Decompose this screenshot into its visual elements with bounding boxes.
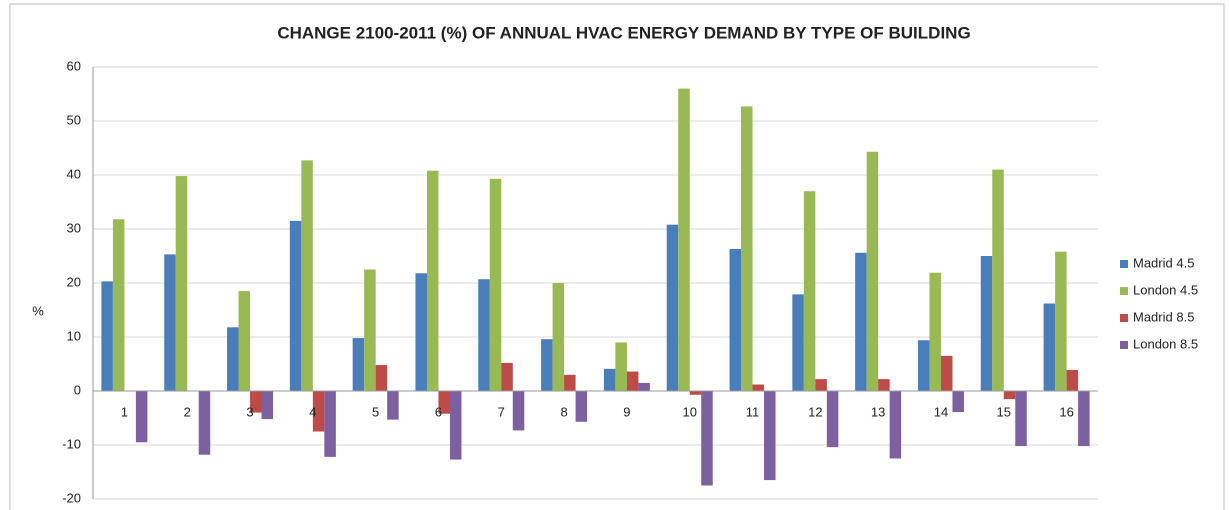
bar xyxy=(575,391,588,422)
legend-label: Madrid 8.5 xyxy=(1133,309,1194,324)
legend-label: London 4.5 xyxy=(1133,282,1198,297)
bar xyxy=(803,191,816,391)
bar xyxy=(324,391,336,457)
bar xyxy=(889,391,902,459)
bar xyxy=(438,391,450,414)
bar xyxy=(250,391,262,413)
y-tick-label: 50 xyxy=(67,112,81,127)
legend-swatch xyxy=(1120,314,1128,322)
x-tick-label: 6 xyxy=(435,404,442,419)
x-tick-label: 8 xyxy=(560,404,567,419)
y-tick-label: -10 xyxy=(62,436,81,451)
bar xyxy=(1003,391,1016,400)
bar xyxy=(826,391,839,448)
bar xyxy=(752,384,765,391)
bar xyxy=(940,355,953,391)
bar xyxy=(489,178,502,391)
bar xyxy=(952,391,964,413)
bar xyxy=(929,272,941,391)
x-tick-label: 13 xyxy=(871,404,885,419)
x-tick-label: 15 xyxy=(997,404,1011,419)
bar xyxy=(1015,391,1027,447)
bar xyxy=(135,391,148,443)
bar xyxy=(815,379,827,391)
bar xyxy=(364,269,376,391)
x-tick-label: 9 xyxy=(623,404,630,419)
bar xyxy=(564,374,576,391)
bar xyxy=(164,254,176,391)
bar xyxy=(198,391,211,455)
bar xyxy=(866,151,879,391)
bar xyxy=(352,338,365,391)
bar xyxy=(449,391,462,460)
bar xyxy=(238,291,251,391)
bar xyxy=(552,283,565,391)
bar xyxy=(603,368,616,391)
bar xyxy=(729,248,742,391)
bar xyxy=(101,281,113,391)
bar xyxy=(261,391,274,420)
x-tick-label: 2 xyxy=(184,404,191,419)
bar xyxy=(387,391,399,420)
bar xyxy=(501,362,513,391)
y-axis-label: % xyxy=(32,303,44,318)
bar xyxy=(764,391,776,481)
bar xyxy=(1066,369,1079,391)
bar xyxy=(512,391,525,431)
x-tick-label: 4 xyxy=(309,404,316,419)
bar xyxy=(626,371,639,391)
x-tick-label: 3 xyxy=(246,404,253,419)
y-tick-label: 0 xyxy=(74,382,81,397)
bar xyxy=(227,327,239,391)
y-tick-label: 30 xyxy=(67,220,81,235)
x-tick-label: 7 xyxy=(498,404,505,419)
bar xyxy=(917,340,930,391)
y-tick-label: 60 xyxy=(67,58,81,73)
bar xyxy=(878,379,890,391)
chart-border xyxy=(9,3,1225,510)
bar xyxy=(301,160,313,391)
x-tick-label: 11 xyxy=(746,404,760,419)
x-tick-label: 14 xyxy=(934,404,948,419)
y-tick-label: 40 xyxy=(67,166,81,181)
bar xyxy=(980,256,993,391)
bar xyxy=(478,279,490,391)
x-tick-label: 1 xyxy=(121,404,128,419)
bar xyxy=(678,88,690,391)
x-tick-label: 12 xyxy=(808,404,822,419)
x-tick-label: 16 xyxy=(1059,404,1073,419)
legend-label: London 8.5 xyxy=(1133,336,1198,351)
bar xyxy=(666,224,679,391)
bar xyxy=(701,391,713,486)
bar xyxy=(741,106,753,392)
bar xyxy=(415,273,427,391)
bar xyxy=(289,220,302,391)
y-tick-label: 20 xyxy=(67,274,81,289)
chart-title: CHANGE 2100-2011 (%) OF ANNUAL HVAC ENER… xyxy=(277,23,970,42)
bar xyxy=(1055,251,1067,391)
legend-label: Madrid 4.5 xyxy=(1133,255,1194,270)
bar xyxy=(1078,391,1090,447)
bar xyxy=(638,382,650,391)
bar xyxy=(855,252,867,391)
bar xyxy=(689,391,702,395)
legend-swatch xyxy=(1120,287,1128,295)
y-tick-label: -20 xyxy=(62,490,81,505)
bar xyxy=(426,170,439,391)
bar xyxy=(615,342,627,391)
bar xyxy=(312,391,325,432)
bar xyxy=(375,365,388,391)
legend-swatch xyxy=(1120,341,1128,349)
bar xyxy=(1043,303,1056,391)
x-tick-label: 10 xyxy=(682,404,696,419)
legend-swatch xyxy=(1120,260,1128,268)
bar xyxy=(541,339,553,391)
y-tick-label: 10 xyxy=(67,328,81,343)
bar xyxy=(792,294,804,391)
bar xyxy=(112,219,125,391)
x-tick-label: 5 xyxy=(372,404,379,419)
bar xyxy=(992,169,1004,391)
bar xyxy=(175,176,188,391)
